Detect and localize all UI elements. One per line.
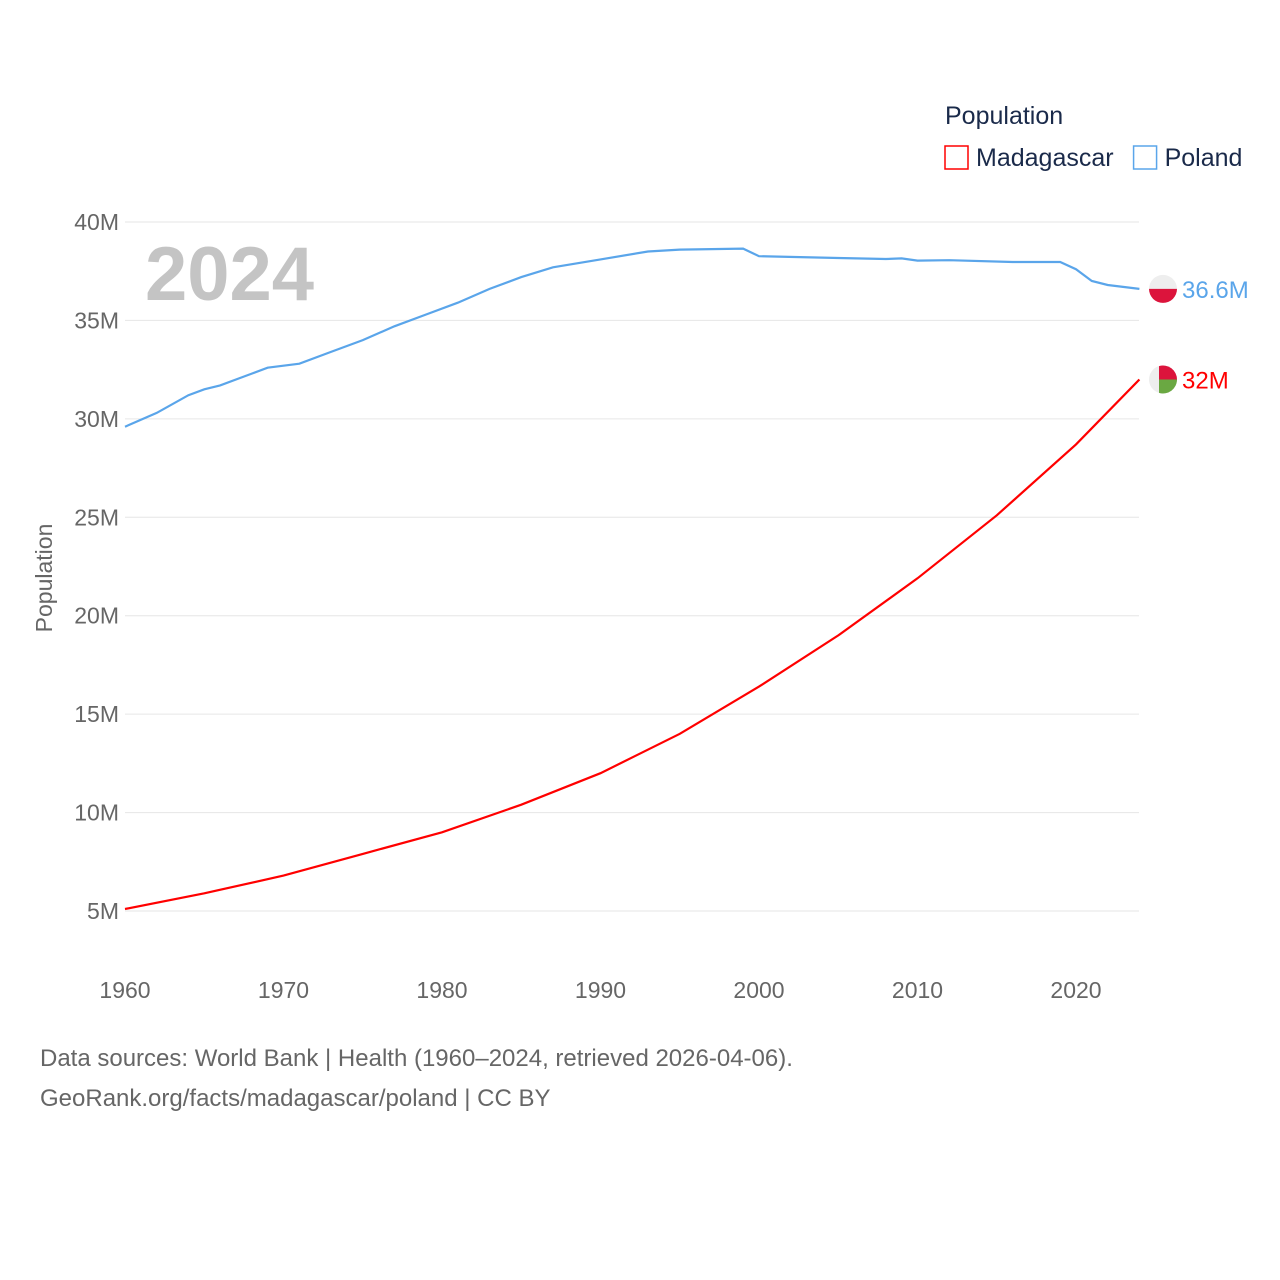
x-tick-label: 2000 <box>733 977 784 1003</box>
y-tick-label: 25M <box>74 504 119 530</box>
legend-swatch-madagascar[interactable] <box>944 145 969 170</box>
y-tick-label: 15M <box>74 701 119 727</box>
y-tick-label: 40M <box>74 209 119 235</box>
footer-link[interactable]: GeoRank.org/facts/madagascar/poland | CC… <box>40 1085 551 1112</box>
footer-sources: Data sources: World Bank | Health (1960–… <box>40 1045 793 1072</box>
x-tick-label: 2020 <box>1050 977 1101 1003</box>
y-tick-label: 5M <box>87 898 119 924</box>
x-tick-label: 1990 <box>575 977 626 1003</box>
year-label: 2024 <box>145 232 314 317</box>
x-tick-label: 1960 <box>99 977 150 1003</box>
flag-marker-madagascar <box>1149 365 1177 394</box>
y-tick-label: 35M <box>74 307 119 333</box>
legend-swatch-poland[interactable] <box>1132 145 1158 170</box>
y-axis-label: Population <box>31 524 57 633</box>
line-chart: Population Madagascar Poland 2024 Populat… <box>31 102 1249 1003</box>
x-tick-label: 1970 <box>258 977 309 1003</box>
legend-label-madagascar[interactable]: Madagascar <box>976 144 1114 172</box>
end-label-madagascar: 32M <box>1182 367 1229 394</box>
series-line-poland <box>124 247 1140 428</box>
series-line-madagascar <box>124 378 1141 911</box>
y-tick-label: 20M <box>74 603 119 629</box>
legend-label-poland[interactable]: Poland <box>1165 144 1243 172</box>
y-tick-label: 30M <box>74 406 119 432</box>
flag-marker-poland <box>1149 274 1178 303</box>
legend-title: Population <box>945 102 1063 130</box>
y-tick-label: 10M <box>74 800 119 826</box>
end-label-poland: 36.6M <box>1182 277 1249 304</box>
x-tick-label: 2010 <box>892 977 943 1003</box>
x-tick-label: 1980 <box>416 977 467 1003</box>
